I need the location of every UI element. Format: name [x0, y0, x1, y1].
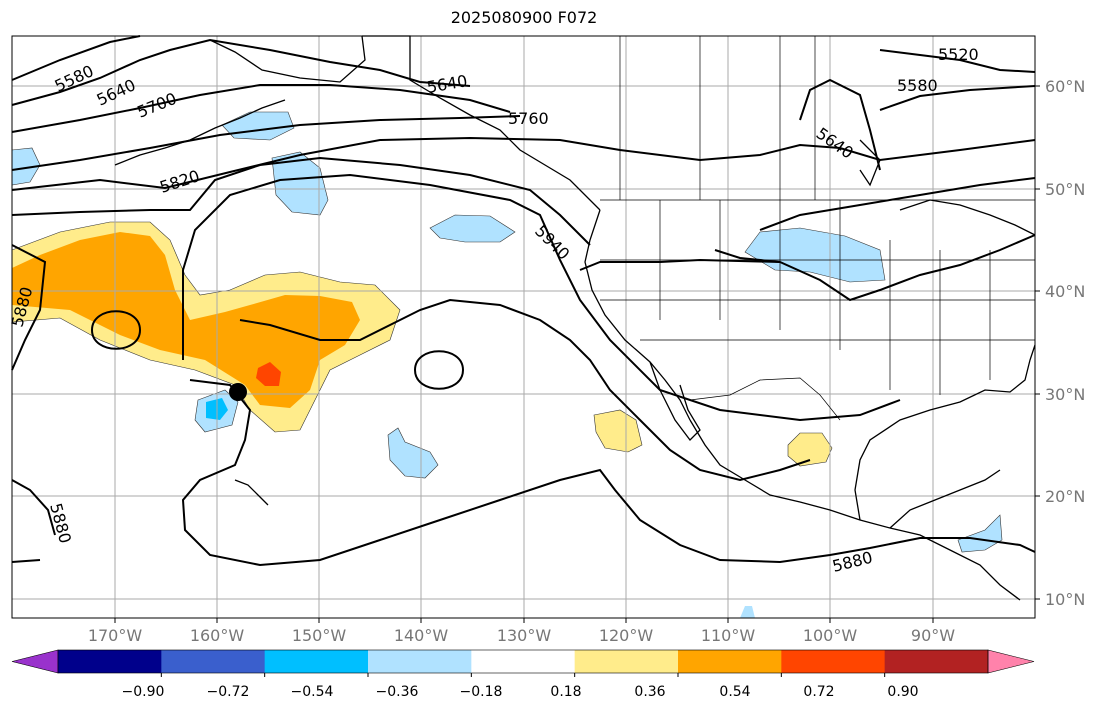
map-title: 2025080900 F072: [450, 8, 598, 27]
lon-label: 100°W: [802, 626, 858, 645]
colorbar-segment: [781, 650, 886, 673]
border-us-mexico: [689, 377, 841, 421]
contour-line: [579, 234, 1036, 302]
lat-label: 50°N: [1045, 180, 1086, 199]
contour-line: [714, 249, 781, 263]
coastline-gulf: [854, 344, 1036, 521]
lon-label: 90°W: [910, 626, 956, 645]
contour-line: [239, 298, 811, 482]
colorbar: [11, 649, 1035, 677]
contour-line: [11, 38, 471, 106]
colorbar-segment: [368, 650, 472, 673]
contour-line: [11, 156, 591, 246]
colorbar-tick-label: −0.36: [375, 684, 419, 700]
contour-line: [799, 78, 881, 171]
coastline-hudson: [859, 139, 881, 187]
colorbar-segment: [884, 650, 989, 673]
anomaly-region-yellow-offshore-mexico: [593, 409, 643, 453]
colorbar-tick-label: −0.90: [121, 684, 165, 700]
contour-line: [11, 479, 56, 536]
positive-anomaly-shading: [11, 221, 833, 467]
contour-closed-west: [90, 310, 142, 350]
colorbar-segment: [58, 650, 162, 673]
colorbar-tick-label: −0.72: [206, 684, 250, 700]
colorbar-tick-label: 0.54: [719, 684, 751, 700]
anomaly-region-blue-central-america: [957, 514, 1003, 553]
colorbar-tick-label: 0.36: [634, 684, 666, 700]
lon-label: 150°W: [291, 626, 347, 645]
coastlines: [114, 35, 1036, 601]
contour-line: [11, 136, 1036, 191]
anomaly-region-orange-core: [12, 232, 360, 408]
lon-label: 170°W: [87, 626, 143, 645]
contour-line: [879, 49, 1036, 73]
colorbar-tick-label: 0.18: [550, 684, 582, 700]
location-marker: [229, 383, 247, 401]
colorbar-tick-label: 0.72: [803, 684, 835, 700]
contour-closed-central: [413, 350, 465, 390]
colorbar-tick-label: −0.54: [290, 684, 334, 700]
anomaly-region-blue-subtropical: [387, 427, 439, 479]
lat-label: 40°N: [1045, 282, 1086, 301]
anomaly-region-blue-south-edge: [740, 606, 755, 618]
colorbar-tick-label: −0.18: [459, 684, 503, 700]
contour-label: 5760: [508, 109, 549, 128]
contour-line: [11, 35, 141, 81]
lon-label: 120°W: [598, 626, 654, 645]
contour-line: [11, 244, 47, 371]
anomaly-region-red-core: [256, 362, 281, 386]
lon-label: 140°W: [393, 626, 449, 645]
colorbar-segment: [161, 650, 266, 673]
colorbar-segment: [574, 650, 679, 673]
contour-line: [182, 173, 901, 422]
province-lines: [619, 36, 816, 200]
lon-label: 110°W: [700, 626, 756, 645]
coastline-aleutians: [114, 99, 286, 166]
lat-label: 10°N: [1045, 590, 1086, 609]
coastline-mexico: [689, 419, 1021, 601]
colorbar-outline: [57, 649, 989, 674]
coastline-west-us: [584, 209, 691, 421]
anomaly-region-blue-offshore-oregon: [429, 214, 516, 243]
contour-line: [759, 177, 1036, 231]
contour-line: [11, 559, 41, 563]
contour-line: [181, 379, 1036, 567]
contour-line: [879, 85, 1036, 111]
lat-label: 30°N: [1045, 385, 1086, 404]
tick-marks: [114, 85, 1040, 623]
contour-label: 5520: [938, 45, 979, 64]
coastline-alaska: [209, 35, 601, 211]
lon-label: 160°W: [189, 626, 245, 645]
coastline-yucatan: [889, 469, 1001, 529]
coastline-hawaii: [234, 479, 269, 506]
height-contours: [11, 35, 1036, 567]
lat-label: 60°N: [1045, 77, 1086, 96]
lon-label: 130°W: [496, 626, 552, 645]
colorbar-tick-label: 0.90: [887, 684, 919, 700]
contour-line: [11, 84, 511, 133]
contour-label: 5580: [897, 76, 938, 95]
colorbar-extend-low: [11, 649, 59, 674]
colorbar-segment: [264, 650, 369, 673]
anomaly-region-yellow-gulf: [787, 432, 833, 467]
colorbar-segment: [678, 650, 782, 673]
lat-label: 20°N: [1045, 487, 1086, 506]
coastline-east-canada: [899, 199, 1036, 236]
contour-line: [11, 115, 521, 171]
political-boundaries: [600, 36, 1035, 421]
colorbar-extend-high: [987, 649, 1035, 674]
colorbar-segment: [471, 650, 576, 673]
